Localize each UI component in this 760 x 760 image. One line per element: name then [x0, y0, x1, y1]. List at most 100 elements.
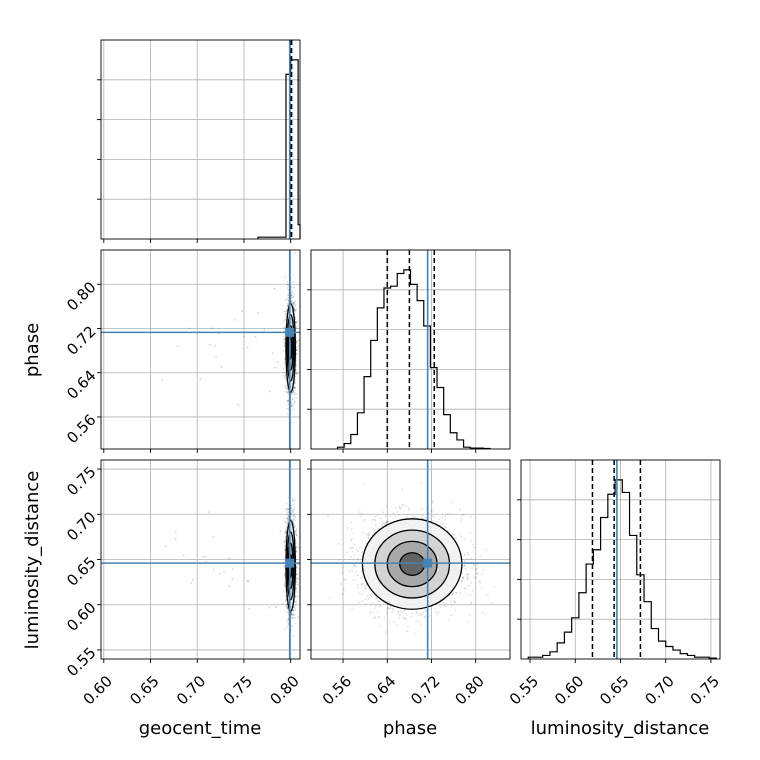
sample-point [283, 583, 286, 586]
sample-point [286, 281, 288, 283]
sample-point [286, 391, 289, 393]
sample-point [287, 288, 290, 291]
sample-point [295, 371, 298, 374]
sample-point [286, 620, 289, 623]
sample-point [283, 584, 286, 587]
sample-point [296, 595, 299, 598]
histogram-step [336, 269, 491, 450]
sample-point [285, 527, 288, 530]
sample-point [281, 603, 284, 606]
sample-point [274, 366, 276, 369]
sample-point [284, 299, 287, 302]
sample-point [287, 610, 290, 613]
sample-point [284, 627, 287, 630]
sample-point [286, 400, 289, 403]
sample-point [287, 391, 290, 394]
sample-point [292, 518, 295, 520]
sample-point [282, 367, 285, 370]
sample-point [292, 609, 294, 612]
sample-point [292, 390, 295, 393]
sample-point [292, 302, 295, 305]
sample-point [285, 502, 288, 505]
sample-point [282, 327, 285, 330]
sample-point [292, 301, 295, 304]
sample-point [287, 518, 289, 521]
sample-point [284, 540, 287, 543]
sample-point [295, 341, 298, 344]
sample-point [286, 286, 289, 289]
sample-point [263, 328, 266, 331]
sample-point [291, 392, 294, 395]
sample-point [290, 293, 293, 296]
sample-point [285, 509, 287, 512]
sample-point [295, 545, 297, 548]
sample-point [284, 276, 287, 279]
sample-point [292, 295, 295, 298]
sample-point [291, 624, 294, 627]
sample-point [284, 532, 287, 534]
sample-point [291, 616, 294, 619]
sample-point [295, 534, 298, 537]
sample-point [286, 508, 289, 511]
sample-point [291, 519, 294, 522]
sample-point [295, 600, 297, 603]
sample-point [283, 564, 286, 567]
sample-point [285, 298, 288, 300]
histogram-panel-geocent_time [97, 39, 301, 240]
sample-point [283, 541, 286, 544]
sample-point [282, 329, 285, 332]
sample-point [287, 292, 289, 295]
sample-point [286, 283, 289, 286]
sample-point [285, 521, 288, 524]
sample-point [294, 300, 296, 303]
sample-point [294, 391, 296, 394]
sample-point [283, 573, 286, 576]
sample-point [294, 588, 297, 591]
sample-point [233, 318, 236, 321]
sample-point [290, 513, 293, 516]
sample-point [283, 371, 286, 373]
sample-point [287, 294, 289, 297]
sample-point [292, 510, 295, 513]
sample-point [294, 386, 297, 389]
sample-point [296, 372, 298, 375]
sample-point [290, 301, 293, 304]
sample-point [295, 396, 297, 399]
scatter-panel-geocent_time-vs-phase [100, 249, 301, 450]
sample-point [292, 508, 295, 511]
sample-point [294, 310, 297, 312]
sample-point [290, 393, 292, 396]
sample-point [295, 321, 297, 324]
sample-point [291, 300, 293, 303]
sample-point [294, 604, 297, 607]
sample-point [290, 616, 292, 618]
sample-point [290, 403, 293, 406]
sample-point [294, 616, 297, 619]
sample-point [295, 322, 298, 325]
sample-point [283, 345, 286, 348]
sample-point [295, 392, 298, 395]
sample-point [287, 302, 289, 305]
sample-point [294, 304, 297, 306]
sample-point [294, 532, 297, 535]
sample-point [293, 308, 296, 311]
sample-point [287, 518, 289, 520]
sample-point [294, 525, 297, 528]
sample-point [284, 535, 287, 538]
sample-point [292, 515, 294, 517]
sample-point [286, 607, 289, 610]
plot-root: 0.60 0.65 0.70 0.75 0.80 0.56 0.64 0.72 0.80 0.55… [63, 39, 723, 708]
sample-point [286, 387, 289, 390]
sample-point [290, 294, 293, 297]
histogram-panel-luminosity_distance [517, 459, 721, 660]
sample-point [297, 577, 300, 580]
sample-point [291, 398, 294, 400]
sample-point [283, 362, 286, 365]
sample-point [292, 305, 295, 308]
sample-point [295, 308, 298, 311]
sample-point [292, 522, 295, 525]
sample-point [294, 386, 297, 389]
panel-border [100, 249, 301, 450]
sample-point [284, 310, 287, 313]
sample-point [294, 530, 296, 533]
